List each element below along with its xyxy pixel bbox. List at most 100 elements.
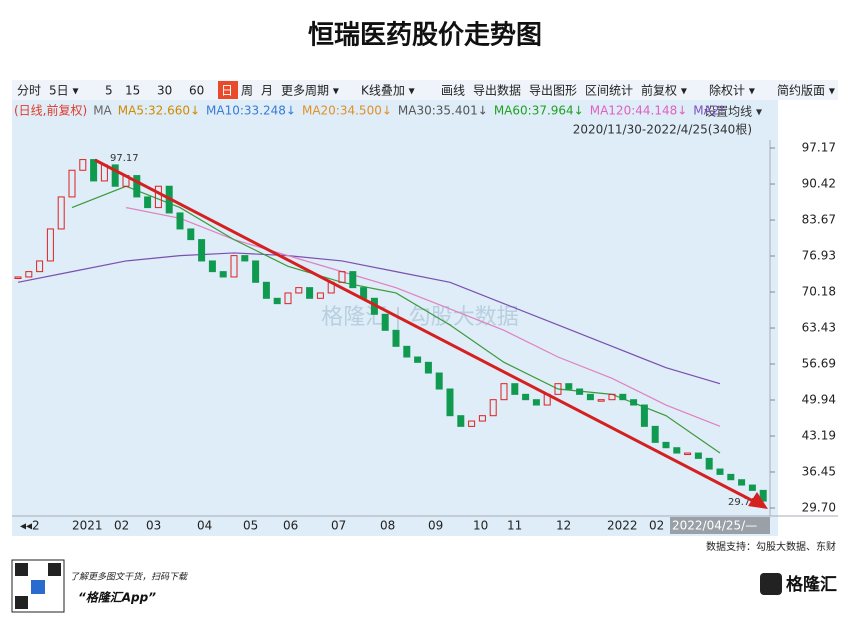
candle [554,383,562,395]
toolbar-item[interactable]: 画线 [441,84,465,98]
candle [738,479,746,486]
legend-item: MA120:44.148↓ [590,104,688,118]
candle [705,457,713,470]
axis-panel [778,80,838,536]
toolbar-item[interactable]: 分时 [17,84,41,98]
candle [133,175,141,198]
toolbar-item[interactable]: 30 [157,84,172,98]
candle [586,393,594,401]
candle [381,313,389,331]
toolbar-item[interactable]: 15 [125,84,140,98]
toolbar-item[interactable]: 简约版面 ▾ [777,83,835,98]
candle [759,489,767,502]
candle [295,287,303,294]
logo-icon [760,573,782,595]
candle [403,345,411,358]
toolbar-item[interactable]: 5 [105,84,113,98]
candle [640,404,648,427]
candle [111,164,119,187]
candle [316,292,324,299]
high-annotation: 97.17 [110,153,139,164]
toolbar-item[interactable]: 月 [261,84,273,98]
candle [241,255,249,262]
watermark: 格隆汇 | 勾股大数据 [321,305,518,330]
candle [651,425,659,443]
x-label: 2022 [607,519,638,533]
candle [57,196,65,230]
cursor-date-box [670,517,770,534]
toolbar-item[interactable]: 日 [221,84,233,98]
x-label: 05 [243,519,258,533]
candle [511,383,519,395]
candle [576,388,584,395]
y-tick-label: 49.94 [802,393,836,407]
candle [252,260,260,283]
candle [187,228,195,241]
candle [662,441,670,449]
toolbar-item[interactable]: K线叠加 ▾ [361,84,415,98]
toolbar-item[interactable]: 导出数据 [473,83,521,98]
candle [68,169,76,198]
x-label: 11 [507,519,522,533]
toolbar-item[interactable]: 除权计 ▾ [709,83,755,98]
promo: 了解更多图文干货，扫码下载 [70,572,188,583]
y-tick-label: 63.43 [802,321,836,335]
y-tick-label: 97.17 [802,141,836,155]
candle [684,452,692,456]
candle [414,356,422,363]
legend-item: MA2! [693,104,724,118]
y-tick-label: 83.67 [802,213,836,227]
candle [468,420,476,427]
logo: 格隆汇 [786,574,837,595]
candle [349,271,357,289]
candle [435,372,443,390]
ma-line [17,252,721,385]
y-tick-label: 43.19 [802,429,836,443]
candle [262,281,270,299]
candle [500,383,508,401]
x-label: 07 [331,519,346,533]
candle [90,159,98,182]
arrow-head [748,492,768,509]
candle [273,297,281,305]
candle [446,388,454,417]
toolbar-item[interactable]: 5日 ▾ [49,84,78,98]
x-label: 12 [556,519,571,533]
candle [457,415,465,427]
legend-item: MA20:34.500↓ [302,104,392,118]
candle [565,383,573,390]
x-label: 2022/04/25/— [672,519,757,533]
candle [424,361,432,374]
candle [673,447,681,454]
y-tick-label: 29.70 [802,501,836,515]
candle [619,393,627,401]
toolbar-item[interactable]: 60 [189,84,204,98]
candle [532,399,540,406]
y-tick-label: 76.93 [802,248,836,262]
toolbar-item[interactable]: 区间统计 [585,84,633,98]
candle [25,271,33,278]
y-tick-label: 36.45 [802,464,836,478]
toolbar-item[interactable]: 周 [241,84,253,98]
candle [144,196,152,209]
candle [79,159,87,171]
candle [489,399,497,417]
candle [208,260,216,273]
x-label: 2021 [72,519,103,533]
x-label: 09 [428,519,443,533]
candle [608,393,616,401]
candle [284,292,292,305]
candle [198,239,206,262]
x-label: 02 [649,519,664,533]
ma-settings[interactable]: 设置均线 ▾ [704,105,762,119]
toolbar-item[interactable]: 更多周期 ▾ [281,84,339,98]
toolbar-item[interactable]: 导出图形 [529,84,577,98]
x-label: 06 [283,519,298,533]
legend-item: MA [93,104,112,118]
candle [748,484,756,491]
ma-line [125,207,721,427]
toolbar-item[interactable]: 前复权 ▾ [641,83,687,98]
candle [597,399,605,402]
candle [36,260,44,273]
